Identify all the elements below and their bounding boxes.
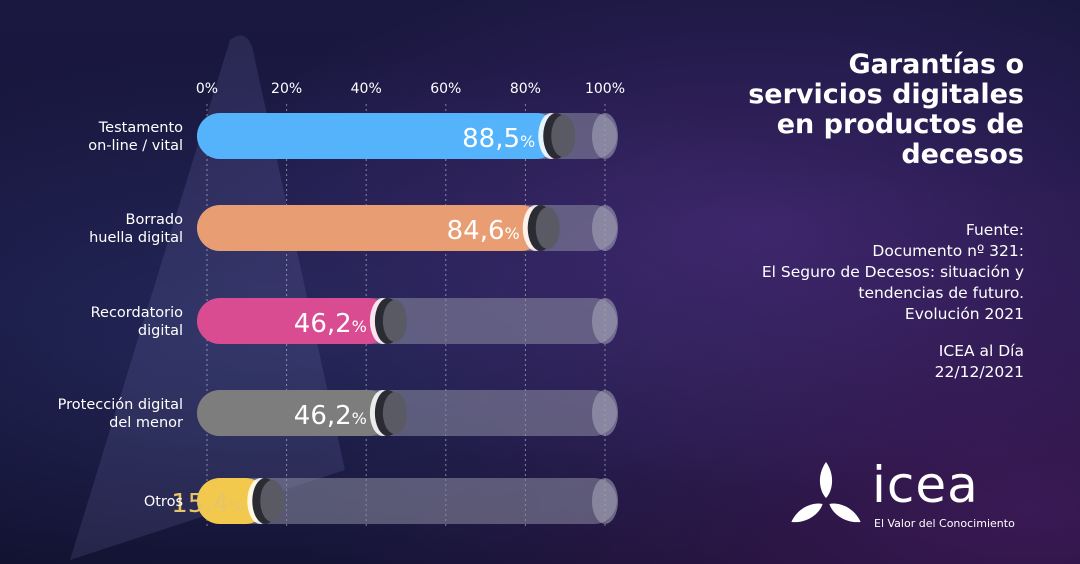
category-label: Recordatorio xyxy=(91,305,184,321)
x-tick-label: 60% xyxy=(430,81,461,97)
bar xyxy=(197,298,391,344)
category-label: Testamento xyxy=(98,120,183,136)
value-unit: % xyxy=(352,317,367,336)
x-tick-label: 20% xyxy=(271,81,302,97)
x-tick-label: 0% xyxy=(196,81,218,97)
publication-line: ICEA al Día xyxy=(938,342,1024,360)
category-label: Otros xyxy=(144,494,183,510)
value-number: 46,2 xyxy=(294,309,352,339)
source-line: El Seguro de Decesos: situación y xyxy=(761,263,1024,281)
category-label: on-line / vital xyxy=(88,138,183,154)
source-block: Fuente: Documento nº 321: El Seguro de D… xyxy=(664,220,1024,383)
bar-end-cap-face xyxy=(551,115,576,157)
bar-end-cap-face xyxy=(382,300,407,342)
value-unit: % xyxy=(520,132,535,151)
bar-track-cap xyxy=(592,113,618,159)
title-line: Garantías o xyxy=(848,49,1024,80)
title-line: servicios digitales xyxy=(748,79,1024,110)
bar xyxy=(197,205,544,251)
bar-track-cap xyxy=(592,298,618,344)
bar xyxy=(197,390,391,436)
source-line: Fuente: xyxy=(965,221,1024,239)
page-title: Garantías o servicios digitales en produ… xyxy=(704,50,1024,170)
logo-tagline: El Valor del Conocimiento xyxy=(874,517,1015,530)
x-tick-label: 100% xyxy=(585,81,625,97)
bar-track-cap xyxy=(592,390,618,436)
value-label: 46,2% xyxy=(294,401,367,431)
x-tick-label: 40% xyxy=(351,81,382,97)
category-label: Borrado xyxy=(126,212,184,228)
value-label: 15,4% xyxy=(171,489,244,519)
value-label: 84,6% xyxy=(447,216,520,246)
bar-end-cap-face xyxy=(535,207,560,249)
bar-end-cap-face xyxy=(382,392,407,434)
spacer xyxy=(664,325,1024,341)
category-label: huella digital xyxy=(89,230,183,246)
value-unit: % xyxy=(229,497,244,516)
publication-date: 22/12/2021 xyxy=(934,363,1024,381)
title-line: decesos xyxy=(901,139,1024,170)
bar-track xyxy=(197,478,617,524)
title-line: en productos de xyxy=(776,109,1024,140)
value-number: 88,5 xyxy=(462,124,520,154)
icea-logo: icea El Valor del Conocimiento xyxy=(786,458,1046,538)
icea-logo-icon xyxy=(791,462,861,523)
value-unit: % xyxy=(352,409,367,428)
logo-wordmark: icea xyxy=(872,456,979,514)
value-unit: % xyxy=(505,224,520,243)
value-number: 84,6 xyxy=(447,216,505,246)
bar xyxy=(197,113,560,159)
source-line: tendencias de futuro. xyxy=(858,284,1024,302)
category-label: digital xyxy=(138,323,183,339)
value-number: 46,2 xyxy=(294,401,352,431)
bar-end-cap-face xyxy=(260,480,285,522)
category-label: Protección digital xyxy=(58,397,183,413)
source-line: Evolución 2021 xyxy=(904,305,1024,323)
value-number: 15,4 xyxy=(171,489,229,519)
bar-track-cap xyxy=(592,478,618,524)
value-label: 46,2% xyxy=(294,309,367,339)
x-tick-label: 80% xyxy=(510,81,541,97)
bar-track-cap xyxy=(592,205,618,251)
category-label: del menor xyxy=(109,415,183,431)
value-label: 88,5% xyxy=(462,124,535,154)
source-line: Documento nº 321: xyxy=(872,242,1024,260)
